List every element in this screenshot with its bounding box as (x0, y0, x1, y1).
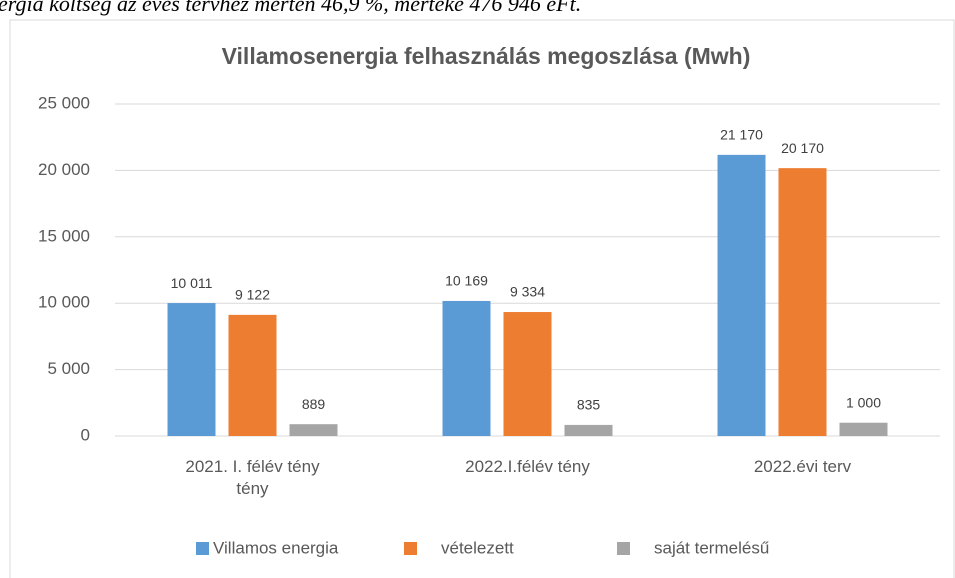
y-tick-label: 25 000 (38, 93, 90, 112)
y-tick-label: 15 000 (38, 226, 90, 245)
legend-label: vételezett (441, 538, 514, 557)
bar (228, 314, 277, 436)
data-label: 20 170 (781, 140, 824, 156)
legend-label: Villamos energia (213, 538, 339, 557)
data-label: 1 000 (846, 394, 881, 410)
data-label: 835 (577, 397, 601, 413)
data-label: 9 122 (235, 287, 270, 303)
legend-swatch (404, 542, 417, 555)
bar (778, 168, 827, 436)
x-tick-label: 2022.évi terv (753, 457, 852, 476)
chart-title: Villamosenergia felhasználás megoszlása … (222, 43, 751, 69)
bar (564, 424, 613, 436)
y-tick-label: 0 (81, 425, 90, 444)
chart-frame (9, 19, 955, 578)
y-tick-label: 5 000 (47, 359, 90, 378)
data-label: 10 011 (171, 275, 213, 291)
x-tick-label: 2021. I. félév tény tény (185, 457, 320, 498)
legend-label: saját termelésű (654, 538, 769, 557)
data-label: 10 169 (445, 273, 488, 289)
bar (503, 312, 552, 436)
data-label: 21 170 (720, 127, 763, 143)
x-tick-label: 2022.I.félév tény (465, 457, 590, 476)
bar (167, 303, 216, 436)
legend-swatch (196, 542, 209, 555)
y-tick-label: 20 000 (38, 160, 90, 179)
y-tick-label: 10 000 (38, 293, 90, 312)
bar (442, 300, 491, 436)
context-text: ergia költség az éves tervhez mérten 46,… (0, 0, 581, 16)
data-label: 889 (302, 396, 326, 412)
bar (289, 424, 338, 436)
bar (839, 422, 888, 436)
legend-swatch (617, 542, 630, 555)
data-label: 9 334 (510, 284, 545, 300)
bar (717, 154, 766, 436)
